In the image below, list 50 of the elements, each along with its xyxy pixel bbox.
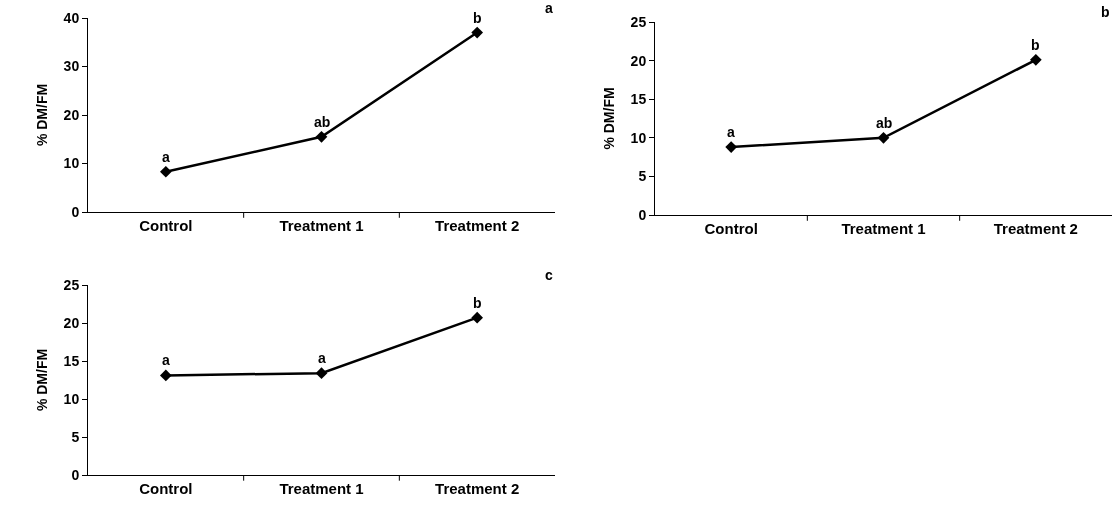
x-tick-label: Treatment 1	[841, 220, 926, 237]
y-tick-label: 20	[63, 106, 80, 123]
annotation: a	[727, 124, 735, 140]
y-tick-label: 0	[638, 206, 647, 223]
annotation: ab	[876, 115, 893, 131]
x-tick-label: Control	[139, 480, 193, 497]
x-tick-label: Treatment 2	[435, 217, 520, 234]
y-tick-label: 25	[63, 276, 80, 293]
y-tick-label: 10	[63, 155, 80, 172]
y-axis-title: % DM/FM	[34, 348, 51, 412]
point	[315, 130, 328, 143]
y-axis-title: % DM/FM	[34, 83, 51, 147]
y-tick-label: 20	[63, 314, 80, 331]
y-tick-label: 30	[63, 58, 80, 75]
point	[159, 369, 172, 382]
y-tick-label: 15	[63, 352, 80, 369]
point	[315, 367, 328, 380]
y-tick-label: 0	[71, 466, 80, 483]
point	[877, 131, 890, 144]
text: b	[1101, 4, 1110, 20]
annotation: b	[473, 295, 482, 311]
point	[1029, 53, 1042, 66]
y-tick-label: 5	[71, 428, 80, 445]
annotation: b	[1031, 37, 1040, 53]
annotation: ab	[314, 114, 331, 130]
y-tick-label: 0	[71, 203, 80, 220]
y-tick-label: 10	[630, 129, 647, 146]
annotation: a	[162, 352, 170, 368]
y-tick-label: 20	[630, 52, 647, 69]
x-tick-label: Control	[704, 220, 758, 237]
y-axis-title: % DM/FM	[601, 87, 618, 150]
point	[471, 311, 484, 324]
x-tick-label: Treatment 1	[279, 480, 364, 497]
y-tick-label: 10	[63, 390, 80, 407]
annotation: a	[318, 350, 326, 366]
x-tick-label: Treatment 2	[435, 480, 520, 497]
text: a	[545, 0, 553, 16]
y-tick-label: 40	[63, 9, 80, 26]
annotation: a	[162, 149, 170, 165]
point	[159, 165, 172, 178]
x-tick-label: Treatment 2	[993, 220, 1078, 237]
point	[725, 141, 738, 153]
annotation: b	[473, 10, 482, 26]
text: c	[545, 267, 553, 283]
y-tick-label: 25	[630, 13, 647, 30]
x-tick-label: Treatment 1	[279, 217, 364, 234]
x-tick-label: Control	[139, 217, 193, 234]
y-tick-label: 15	[630, 91, 647, 108]
point	[471, 26, 484, 39]
y-tick-label: 5	[638, 168, 647, 185]
